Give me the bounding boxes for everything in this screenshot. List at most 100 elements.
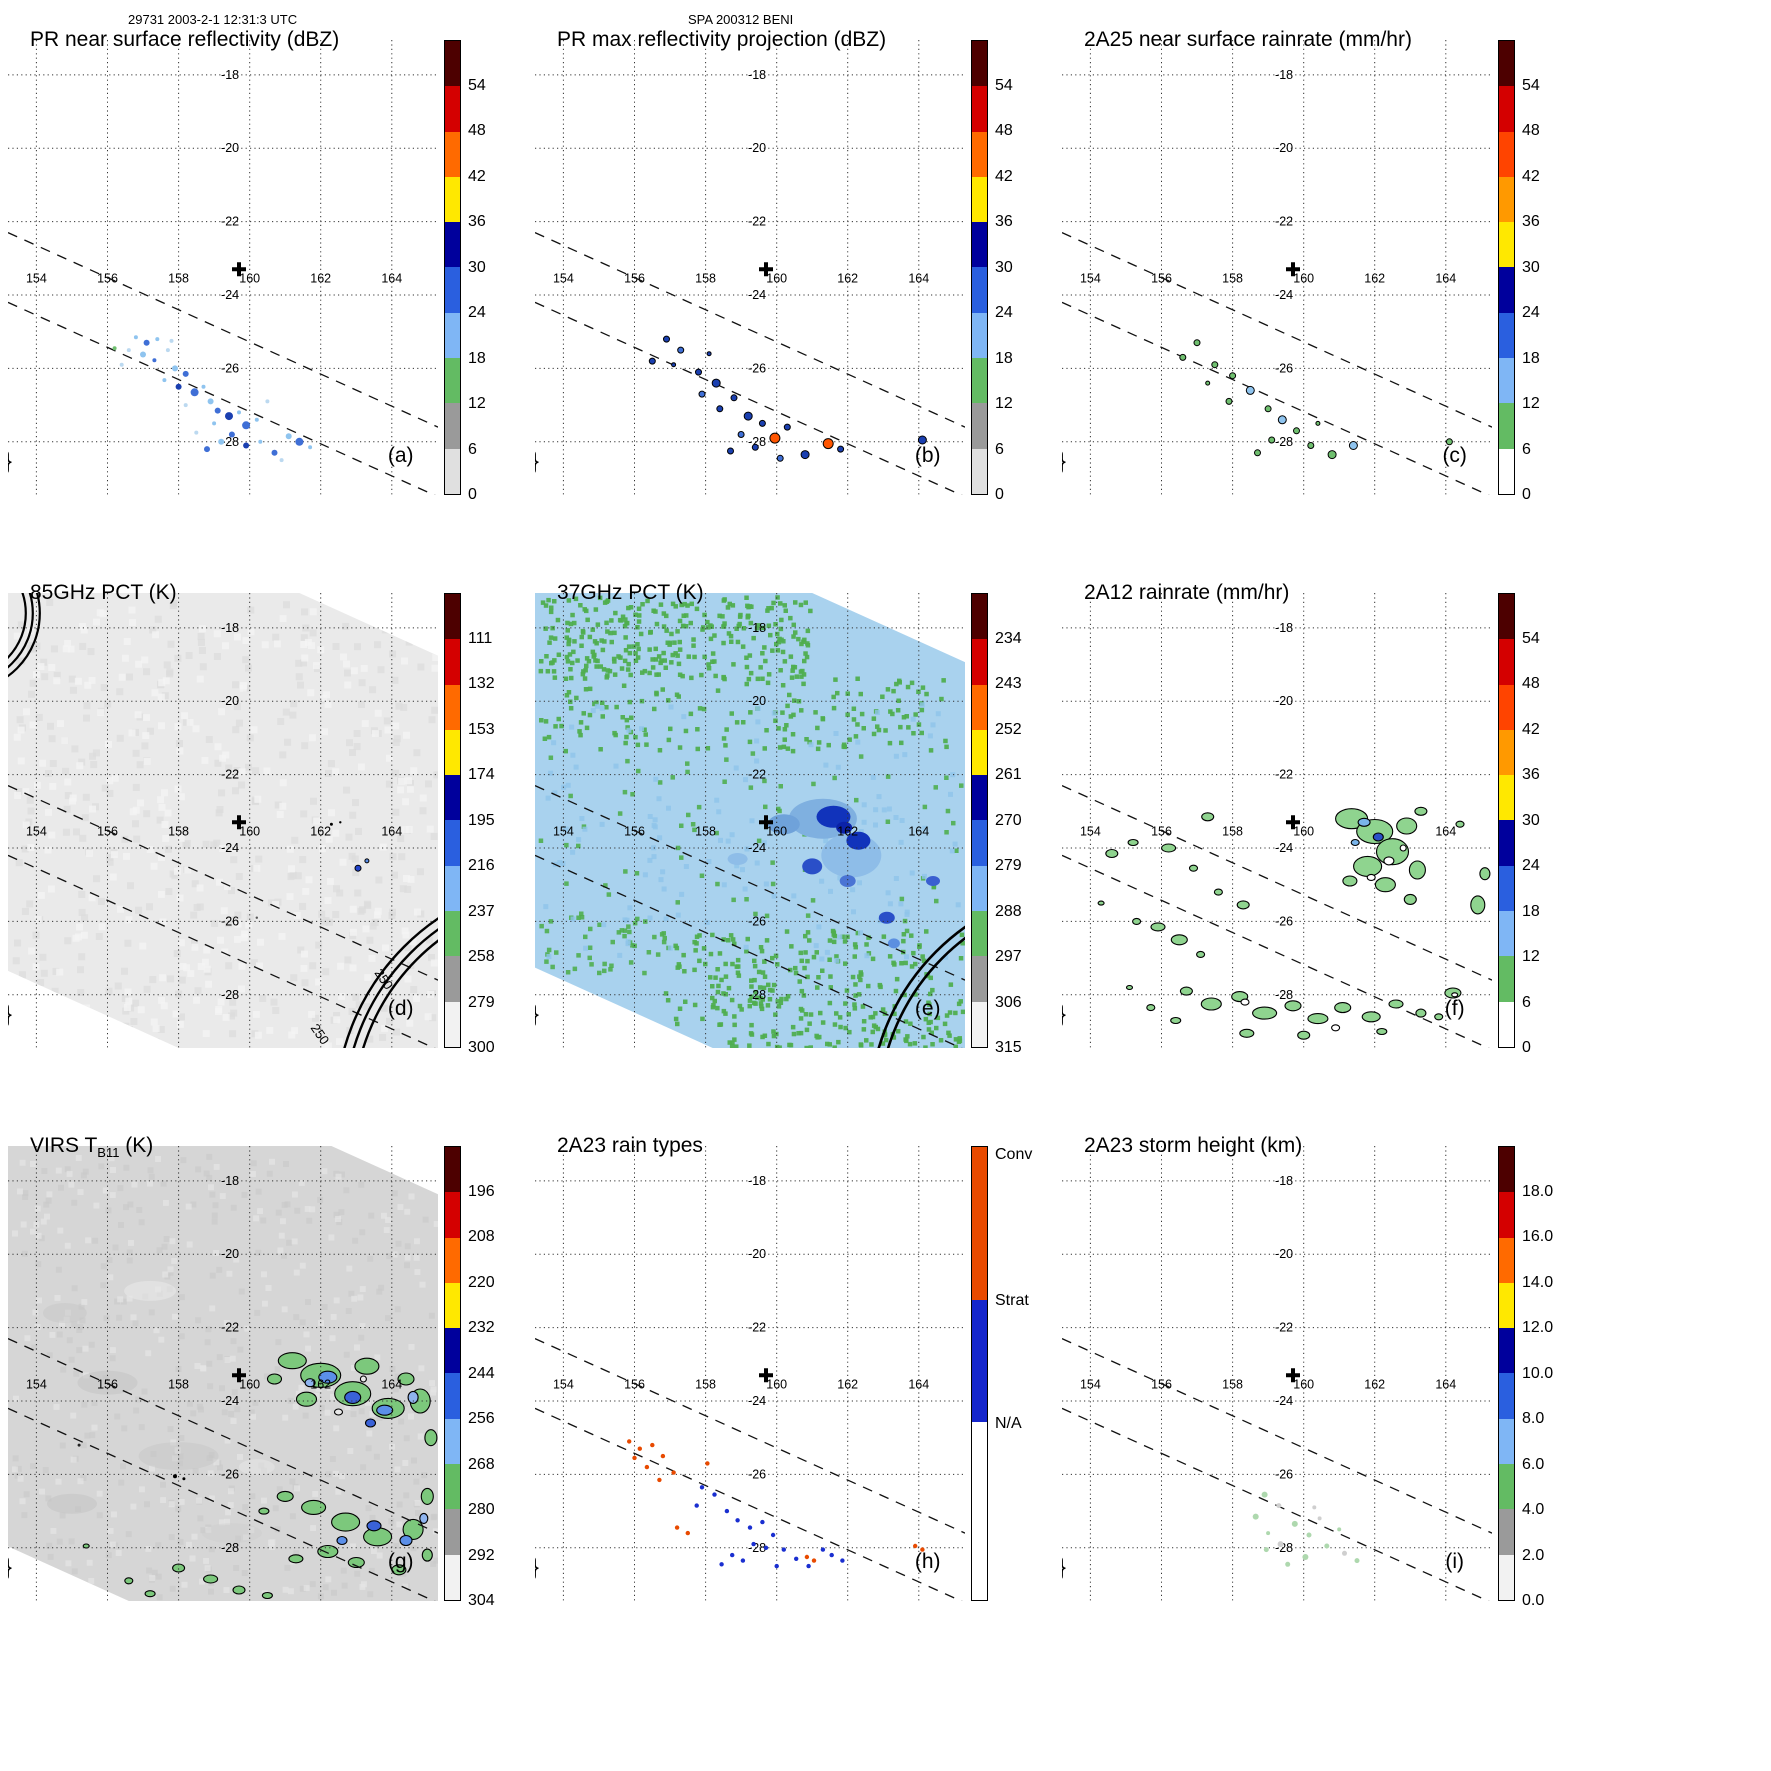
colorbar-segment [1499,1192,1514,1238]
panel-letter: (b) [915,444,941,467]
colorbar-label: 4.0 [1522,1501,1545,1518]
svg-text:162: 162 [310,272,331,286]
panel-b: PR max reflectivity projection (dBZ) 154 1… [527,0,1054,553]
svg-text:-28: -28 [221,1541,239,1555]
svg-text:156: 156 [1151,825,1172,839]
graticule [1062,593,1492,1048]
colorbar-segment [1499,1282,1514,1329]
svg-text:-20: -20 [221,694,239,708]
graticule [535,40,965,495]
svg-text:-22: -22 [748,768,766,782]
colorbar [444,593,461,1048]
panel-c: 2A25 near surface rainrate (mm/hr) 154 156… [1054,0,1581,553]
colorbar-label: 0 [468,486,477,503]
data-dot-layer [1252,1491,1360,1567]
colorbar-label: 54 [1522,629,1540,647]
swath-background [8,1146,438,1601]
svg-text:-18: -18 [221,68,239,82]
coastline-fragment: } [535,1553,539,1580]
svg-text:-22: -22 [748,1321,766,1335]
colorbar-segment [1499,86,1514,132]
svg-text:-28: -28 [748,1541,766,1555]
colorbar-segment [972,684,987,730]
svg-text:164: 164 [908,272,929,286]
colorbar-segment [1499,820,1514,866]
svg-text:-26: -26 [1275,1467,1293,1481]
colorbar-label: 252 [995,720,1022,738]
svg-text:160: 160 [1293,1378,1314,1392]
svg-text:-24: -24 [748,841,766,855]
map-c: 154 156 158 160 162 164 -18 -20 -22 -24 -26 -28} (c) [1062,40,1492,495]
swath-edge-lines [1062,785,1492,1048]
colorbar-segment [972,176,987,223]
colorbar-label: 300 [468,1039,495,1056]
figure-id: SPA 200312 BENI [688,12,794,27]
colorbar-label: 297 [995,948,1022,965]
graticule [1062,1146,1492,1601]
colorbar-segment [445,1464,460,1510]
panel-g: VIRS TB11 (K) 154 156 158 160 162 164 -18 -20 -22… [0,1106,527,1659]
svg-text:-26: -26 [748,1467,766,1481]
svg-text:-22: -22 [1275,1321,1293,1335]
map-a: 154 156 158 160 162 164 -18 -20 -22 -24 -26 -28} (a) [8,40,438,495]
feature-center-marker [232,815,246,830]
data-dot-layer [627,1439,925,1569]
colorbar-label: 12.0 [1522,1319,1554,1336]
colorbar-label: 54 [1522,76,1540,94]
svg-text:164: 164 [1435,272,1456,286]
svg-text:160: 160 [239,272,260,286]
colorbar-label: 6 [1522,440,1531,458]
colorbar-label: 280 [468,1501,495,1518]
colorbar-segment [445,911,460,957]
colorbar-segment [445,639,460,685]
colorbar-segment [445,267,460,313]
colorbar-label: 174 [468,766,495,783]
colorbar-label: 292 [468,1546,495,1564]
speckle-layer [538,595,965,1048]
colorbar-label: 132 [468,675,495,692]
colorbar-segment [445,131,460,177]
colorbar-segment [1499,267,1514,313]
svg-text:154: 154 [553,1378,574,1392]
svg-text:-22: -22 [221,1321,239,1335]
svg-text:156: 156 [1151,1378,1172,1392]
colorbar-segment [445,1001,460,1047]
map-h: 154 156 158 160 162 164 -18 -20 -22 -24 -26 -28} (h) [535,1146,965,1601]
colorbar [1498,593,1515,1048]
colorbar-label: 256 [468,1410,495,1427]
svg-text:-20: -20 [748,1247,766,1261]
svg-text:-18: -18 [748,621,766,635]
colorbar-label: 279 [995,857,1022,874]
colorbar-label: 288 [995,902,1022,920]
colorbar [971,40,988,495]
colorbar-label: 30 [468,258,486,276]
colorbar-label: 48 [1522,675,1540,692]
colorbar-segment [972,1422,987,1600]
svg-text:-20: -20 [748,694,766,708]
colorbar-label: 54 [468,76,486,94]
svg-text:160: 160 [239,1378,260,1392]
svg-text:156: 156 [624,825,645,839]
swath-background [8,593,438,1048]
colorbar-label: 6 [1522,993,1531,1011]
colorbar-segment [445,222,460,268]
coastline-fragment: } [1062,1000,1066,1027]
svg-text:-26: -26 [221,914,239,928]
colorbar-label: 36 [995,213,1013,230]
feature-center-marker [232,262,246,277]
orbit-timestamp: 29731 2003-2-1 12:31:3 UTC [128,12,298,27]
colorbar-label: 196 [468,1182,495,1200]
svg-text:-24: -24 [221,288,239,302]
colorbar-label: 12 [468,395,486,412]
colorbar-segment [445,729,460,776]
swath-edge-lines [535,1338,965,1601]
colorbar-segment [972,358,987,404]
svg-text:-20: -20 [748,141,766,155]
colorbar-segment [445,1282,460,1329]
